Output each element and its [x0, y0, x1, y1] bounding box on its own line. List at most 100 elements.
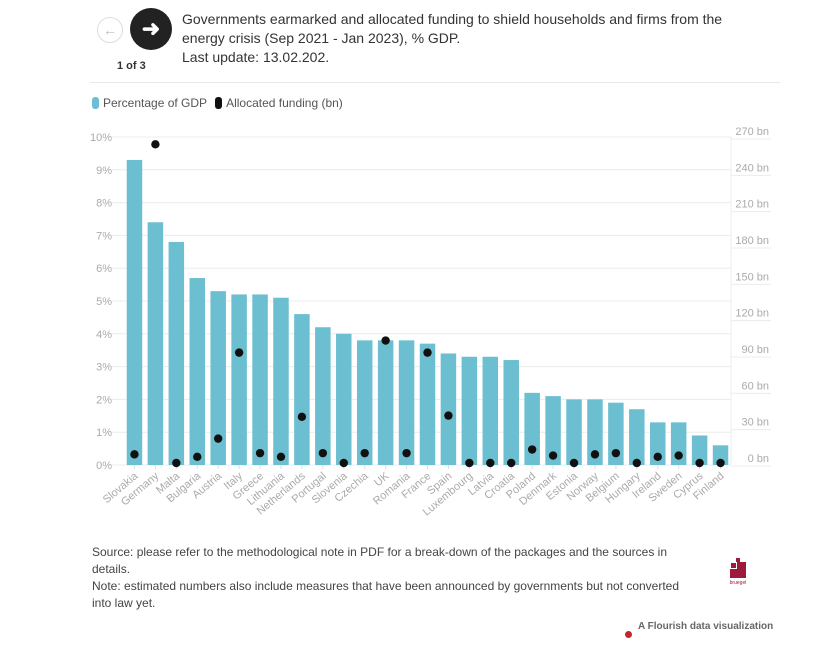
funding-dot: [172, 458, 181, 468]
bar: [419, 343, 436, 465]
funding-dot: [632, 458, 642, 468]
slide-counter: 1 of 3: [117, 60, 146, 72]
funding-dot: [318, 448, 328, 458]
bar: [126, 159, 143, 465]
funding-dot: [151, 140, 160, 149]
chart-title: Governments earmarked and allocated fund…: [182, 10, 742, 67]
right-axis-tick-label: 270 bn: [735, 126, 769, 138]
bar: [629, 409, 645, 465]
note-text: Note: estimated numbers also include mea…: [92, 579, 680, 610]
bar: [524, 392, 540, 465]
bar: [482, 356, 499, 465]
right-axis-tick-label: 240 bn: [735, 162, 769, 174]
bar: [210, 291, 226, 465]
title-line-2: energy crisis (Sep 2021 - Jan 2023), % G…: [182, 30, 461, 46]
funding-dot: [193, 452, 202, 461]
bar: [461, 356, 478, 465]
bar: [168, 241, 185, 465]
arrow-left-icon: ←: [103, 22, 117, 38]
bar: [336, 333, 352, 465]
title-line-1: Governments earmarked and allocated fund…: [182, 11, 723, 27]
right-axis-tick-label: 0 bn: [748, 453, 769, 465]
bar: [147, 222, 164, 465]
left-axis-tick-label: 4%: [96, 329, 112, 341]
bar: [231, 294, 247, 465]
bar: [691, 435, 708, 465]
right-axis-tick-label: 60 bn: [741, 380, 769, 392]
bar: [608, 402, 624, 465]
source-text: Source: please refer to the methodologic…: [92, 545, 668, 576]
funding-dot: [444, 411, 453, 420]
funding-dot: [297, 412, 307, 422]
funding-dot: [213, 434, 223, 443]
funding-dot: [548, 451, 558, 460]
previous-slide-button[interactable]: ←: [97, 17, 123, 43]
funding-dot: [339, 458, 348, 468]
funding-dot: [569, 458, 579, 468]
title-line-3: Last update: 13.02.202.: [182, 49, 330, 65]
bar: [712, 445, 729, 465]
bar: [566, 399, 582, 465]
arrow-right-icon: ➜: [141, 16, 161, 41]
funding-dot: [360, 448, 369, 458]
funding-dot: [716, 458, 725, 468]
bar: [315, 327, 331, 465]
next-slide-button[interactable]: ➜: [130, 8, 172, 50]
left-axis-tick-label: 3%: [96, 362, 112, 374]
funding-dot: [255, 448, 265, 458]
left-axis-tick-label: 7%: [96, 230, 112, 242]
funding-dot: [402, 448, 411, 458]
legend-swatch-dot: [215, 97, 223, 109]
funding-dot: [695, 458, 704, 468]
left-axis-tick-label: 10%: [90, 132, 112, 144]
bar: [294, 314, 310, 465]
left-axis-tick-label: 5%: [96, 296, 112, 308]
legend-item-percentage[interactable]: Percentage of GDP: [92, 96, 207, 110]
funding-dot: [381, 336, 390, 345]
bar: [503, 360, 519, 465]
left-axis-tick-label: 8%: [96, 198, 112, 210]
bar: [545, 396, 561, 465]
funding-dot: [486, 458, 495, 468]
right-axis-tick-label: 180 bn: [735, 235, 769, 247]
bar: [649, 422, 666, 465]
funding-dot: [130, 450, 139, 459]
logo-text: bruegel: [730, 580, 747, 585]
chart-area: 0% 1% 2% 3% 4% 5% 6% 7% 8% 9% 10% 0 bn 30 bn 60 bn 90 …: [90, 126, 771, 519]
right-axis-tick-label: 90 bn: [741, 344, 769, 356]
bar: [398, 340, 415, 465]
funding-dot: [590, 450, 600, 459]
bar: [189, 278, 206, 465]
legend-label: Percentage of GDP: [103, 96, 208, 110]
flourish-icon: [625, 631, 632, 638]
funding-dot: [423, 348, 432, 357]
legend-swatch-bar: [92, 97, 99, 109]
left-axis-tick-label: 0%: [96, 460, 112, 472]
bar: [356, 340, 373, 465]
left-axis-tick-label: 2%: [96, 394, 112, 406]
right-axis-tick-label: 150 bn: [735, 271, 769, 283]
footer-note: Source: please refer to the methodologic…: [92, 544, 692, 612]
funding-dot: [653, 452, 662, 461]
funding-dot: [507, 458, 516, 468]
bar: [440, 353, 457, 465]
funding-dot: [674, 451, 683, 460]
right-axis-tick-label: 120 bn: [735, 308, 769, 320]
left-axis-tick-label: 6%: [96, 263, 112, 275]
bruegel-logo[interactable]: bruegel: [727, 557, 749, 585]
left-axis-tick-label: 1%: [96, 427, 112, 439]
funding-dot: [465, 458, 474, 468]
bar: [377, 340, 394, 465]
funding-dot: [276, 452, 286, 461]
funding-dot: [611, 448, 621, 458]
flourish-credit[interactable]: A Flourish data visualization: [625, 621, 773, 638]
bar: [273, 297, 289, 465]
funding-dot: [234, 348, 244, 357]
right-axis-tick-label: 30 bn: [741, 417, 769, 429]
bar: [252, 294, 268, 465]
legend-item-funding[interactable]: Allocated funding (bn): [215, 96, 343, 110]
funding-dot: [527, 445, 537, 454]
header-divider: [90, 82, 780, 83]
bar: [587, 399, 603, 465]
right-axis-tick-label: 210 bn: [735, 199, 769, 211]
